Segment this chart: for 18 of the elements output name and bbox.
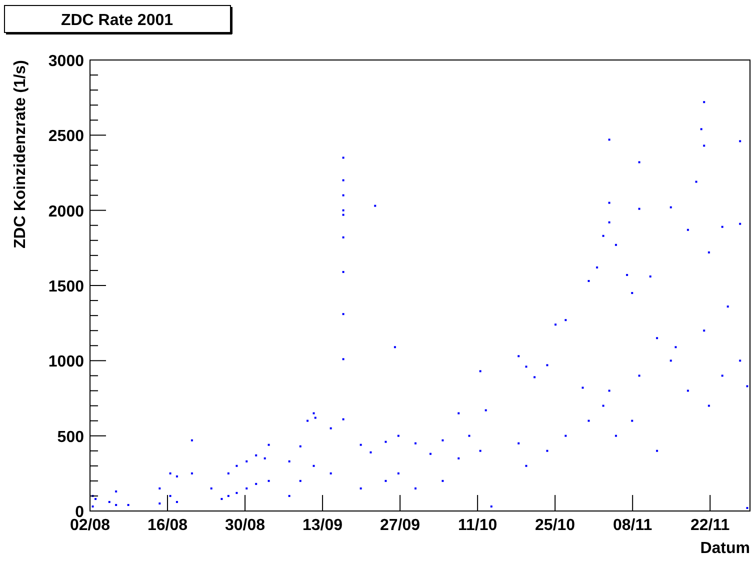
x-tick-label: 08/11 (613, 517, 652, 534)
y-tick-label: 2500 (48, 128, 84, 146)
y-tick-label: 1000 (48, 354, 84, 371)
x-tick-label: 16/08 (147, 517, 188, 534)
x-tick-label: 25/10 (535, 517, 576, 534)
y-tick-label: 1500 (48, 278, 84, 296)
y-axis-title: ZDC Koinzidenzrate (1/s) (12, 60, 29, 248)
y-tick-label: 500 (57, 428, 84, 446)
y-tick-label: 3000 (48, 53, 84, 70)
y-tick-label: 2000 (48, 203, 84, 220)
x-tick-label: 22/11 (690, 517, 730, 534)
x-tick-label: 27/09 (380, 517, 420, 534)
x-tick-label: 13/09 (302, 517, 343, 534)
x-tick-label: 02/08 (70, 517, 110, 534)
x-tick-label: 11/10 (458, 517, 498, 534)
x-tick-label: 30/08 (225, 517, 266, 534)
x-axis-title: Datum (700, 540, 750, 557)
chart-title: ZDC Rate 2001 (60, 12, 174, 29)
